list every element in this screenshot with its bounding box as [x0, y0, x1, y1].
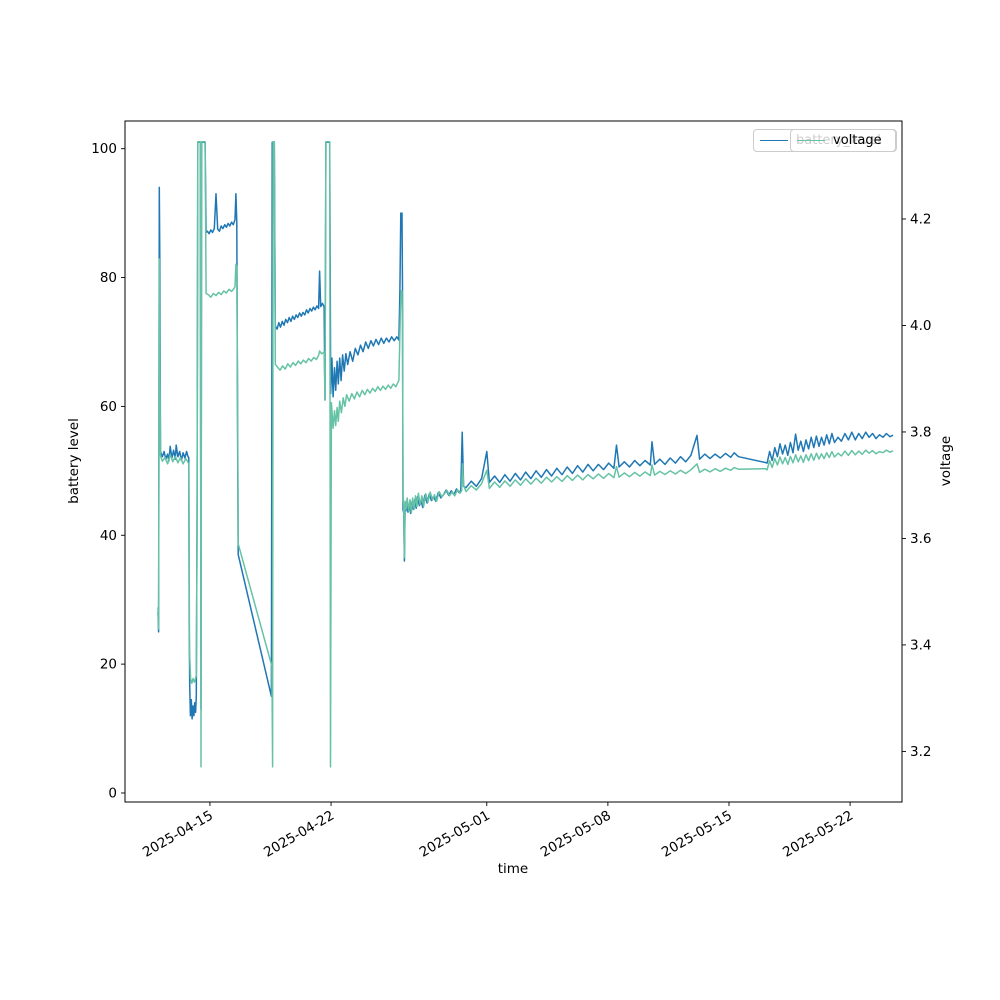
x-axis-label: time [498, 861, 529, 877]
y-left-tick-label: 60 [100, 399, 117, 415]
y-axis-right-label: voltage [938, 436, 954, 486]
x-tick-label: 2025-05-22 [780, 808, 856, 861]
y-right-tick-label: 3.8 [910, 424, 931, 440]
y-right-tick-label: 4.0 [910, 318, 931, 334]
series-line-battery_level [157, 141, 894, 720]
legend-line-sample-battery [760, 140, 788, 141]
x-tick-label: 2025-05-08 [538, 808, 614, 861]
y-left-tick-label: 40 [100, 528, 117, 544]
y-left-tick-label: 100 [91, 141, 117, 157]
y-axis-left-ticks: 0 20 40 60 80 100 [91, 141, 125, 801]
y-left-tick-label: 80 [100, 270, 117, 286]
series-line-voltage [157, 141, 894, 768]
legend-voltage: voltage [790, 129, 896, 152]
y-axis-left-label: battery level [66, 418, 82, 504]
y-right-tick-label: 4.2 [910, 211, 931, 227]
plot-area-frame [124, 120, 903, 803]
y-right-tick-label: 3.6 [910, 531, 931, 547]
x-tick-label: 2025-05-15 [659, 808, 735, 861]
legend-label-voltage: voltage [833, 133, 882, 148]
data-series-group [157, 141, 894, 768]
x-tick-label: 2025-05-01 [417, 808, 493, 861]
y-left-tick-label: 0 [108, 785, 117, 801]
x-tick-label: 2025-04-22 [261, 808, 337, 861]
y-right-tick-label: 3.4 [910, 637, 931, 653]
legend-line-sample-voltage [797, 140, 825, 141]
y-right-tick-label: 3.2 [910, 744, 931, 760]
y-axis-right-ticks: 3.2 3.4 3.6 3.8 4.0 4.2 [902, 211, 931, 760]
x-axis-ticks: 2025-04-15 2025-04-22 2025-05-01 2025-05-08… [140, 802, 856, 861]
y-left-tick-label: 20 [100, 657, 117, 673]
x-tick-label: 2025-04-15 [140, 808, 216, 861]
